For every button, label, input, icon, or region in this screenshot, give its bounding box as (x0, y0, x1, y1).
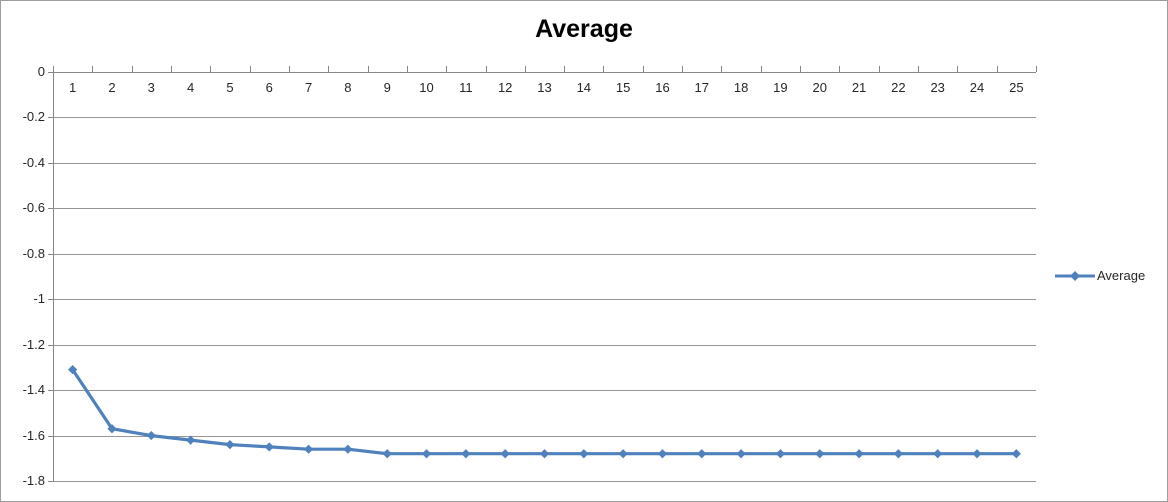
x-axis-label: 19 (773, 80, 788, 95)
legend-diamond (1070, 270, 1080, 281)
y-axis-label: -1 (33, 291, 45, 306)
x-axis-label: 13 (537, 80, 552, 95)
x-axis-label: 23 (930, 80, 945, 95)
y-axis-label: -1.4 (22, 382, 45, 397)
y-axis-label: 0 (37, 64, 45, 79)
series-marker (815, 449, 825, 459)
series-marker (893, 449, 903, 459)
series-marker (107, 424, 117, 434)
x-axis-label: 7 (304, 80, 313, 95)
series-marker (972, 449, 982, 459)
series-marker (264, 442, 274, 452)
x-axis-label: 20 (812, 80, 827, 95)
x-axis-label: 25 (1009, 80, 1024, 95)
legend-series-label: Average (1097, 268, 1146, 283)
series-marker (461, 449, 471, 459)
series-marker (1011, 449, 1021, 459)
series-marker (539, 449, 550, 459)
x-axis-label: 2 (108, 80, 116, 95)
x-axis-label: 8 (344, 80, 352, 95)
x-axis-label: 21 (851, 80, 867, 95)
series-marker (618, 449, 628, 459)
series-marker (933, 449, 943, 459)
y-axis-label: -1.2 (22, 337, 45, 352)
y-axis-label: -0.4 (22, 155, 45, 170)
series-marker (186, 435, 196, 445)
legend-series-marker-icon (1055, 270, 1095, 281)
series-marker (657, 449, 668, 459)
x-axis-label: 22 (891, 80, 906, 95)
y-axis-label: -1.6 (22, 428, 45, 443)
x-axis-label: 3 (147, 80, 155, 95)
x-axis-label: 5 (226, 80, 234, 95)
y-axis-label: -0.6 (22, 200, 45, 215)
x-axis-label: 15 (615, 80, 631, 95)
series-marker (146, 430, 156, 441)
x-axis-label: 9 (383, 80, 391, 95)
series-marker (382, 449, 392, 459)
x-axis-label: 6 (265, 80, 273, 95)
x-axis-label: 10 (419, 80, 434, 95)
series-line (71, 368, 1018, 456)
x-axis-label: 4 (186, 80, 195, 95)
series-marker (225, 440, 235, 450)
series-marker (579, 449, 589, 459)
x-axis-label: 11 (459, 80, 473, 95)
chart-title: Average (535, 15, 633, 43)
series-marker (775, 449, 786, 459)
y-axis-label: -0.8 (22, 246, 45, 261)
series-marker (343, 444, 353, 454)
series-marker (421, 449, 432, 459)
x-axis-label: 1 (69, 80, 77, 95)
x-axis-label: 17 (694, 80, 709, 95)
x-axis-label: 12 (497, 80, 513, 95)
x-axis-label: 14 (576, 80, 592, 95)
series-marker (68, 365, 78, 375)
y-axis-label: -0.2 (22, 109, 45, 124)
x-axis-label: 24 (969, 80, 985, 95)
y-axis-label: -1.8 (22, 473, 45, 488)
series-marker (854, 449, 864, 459)
x-axis-label: 18 (733, 80, 749, 95)
series-marker (697, 449, 707, 459)
x-axis-label: 16 (655, 80, 670, 95)
series-marker (736, 449, 746, 459)
legend: Average (1054, 268, 1145, 283)
series-marker (500, 449, 510, 459)
series-marker (303, 444, 314, 454)
